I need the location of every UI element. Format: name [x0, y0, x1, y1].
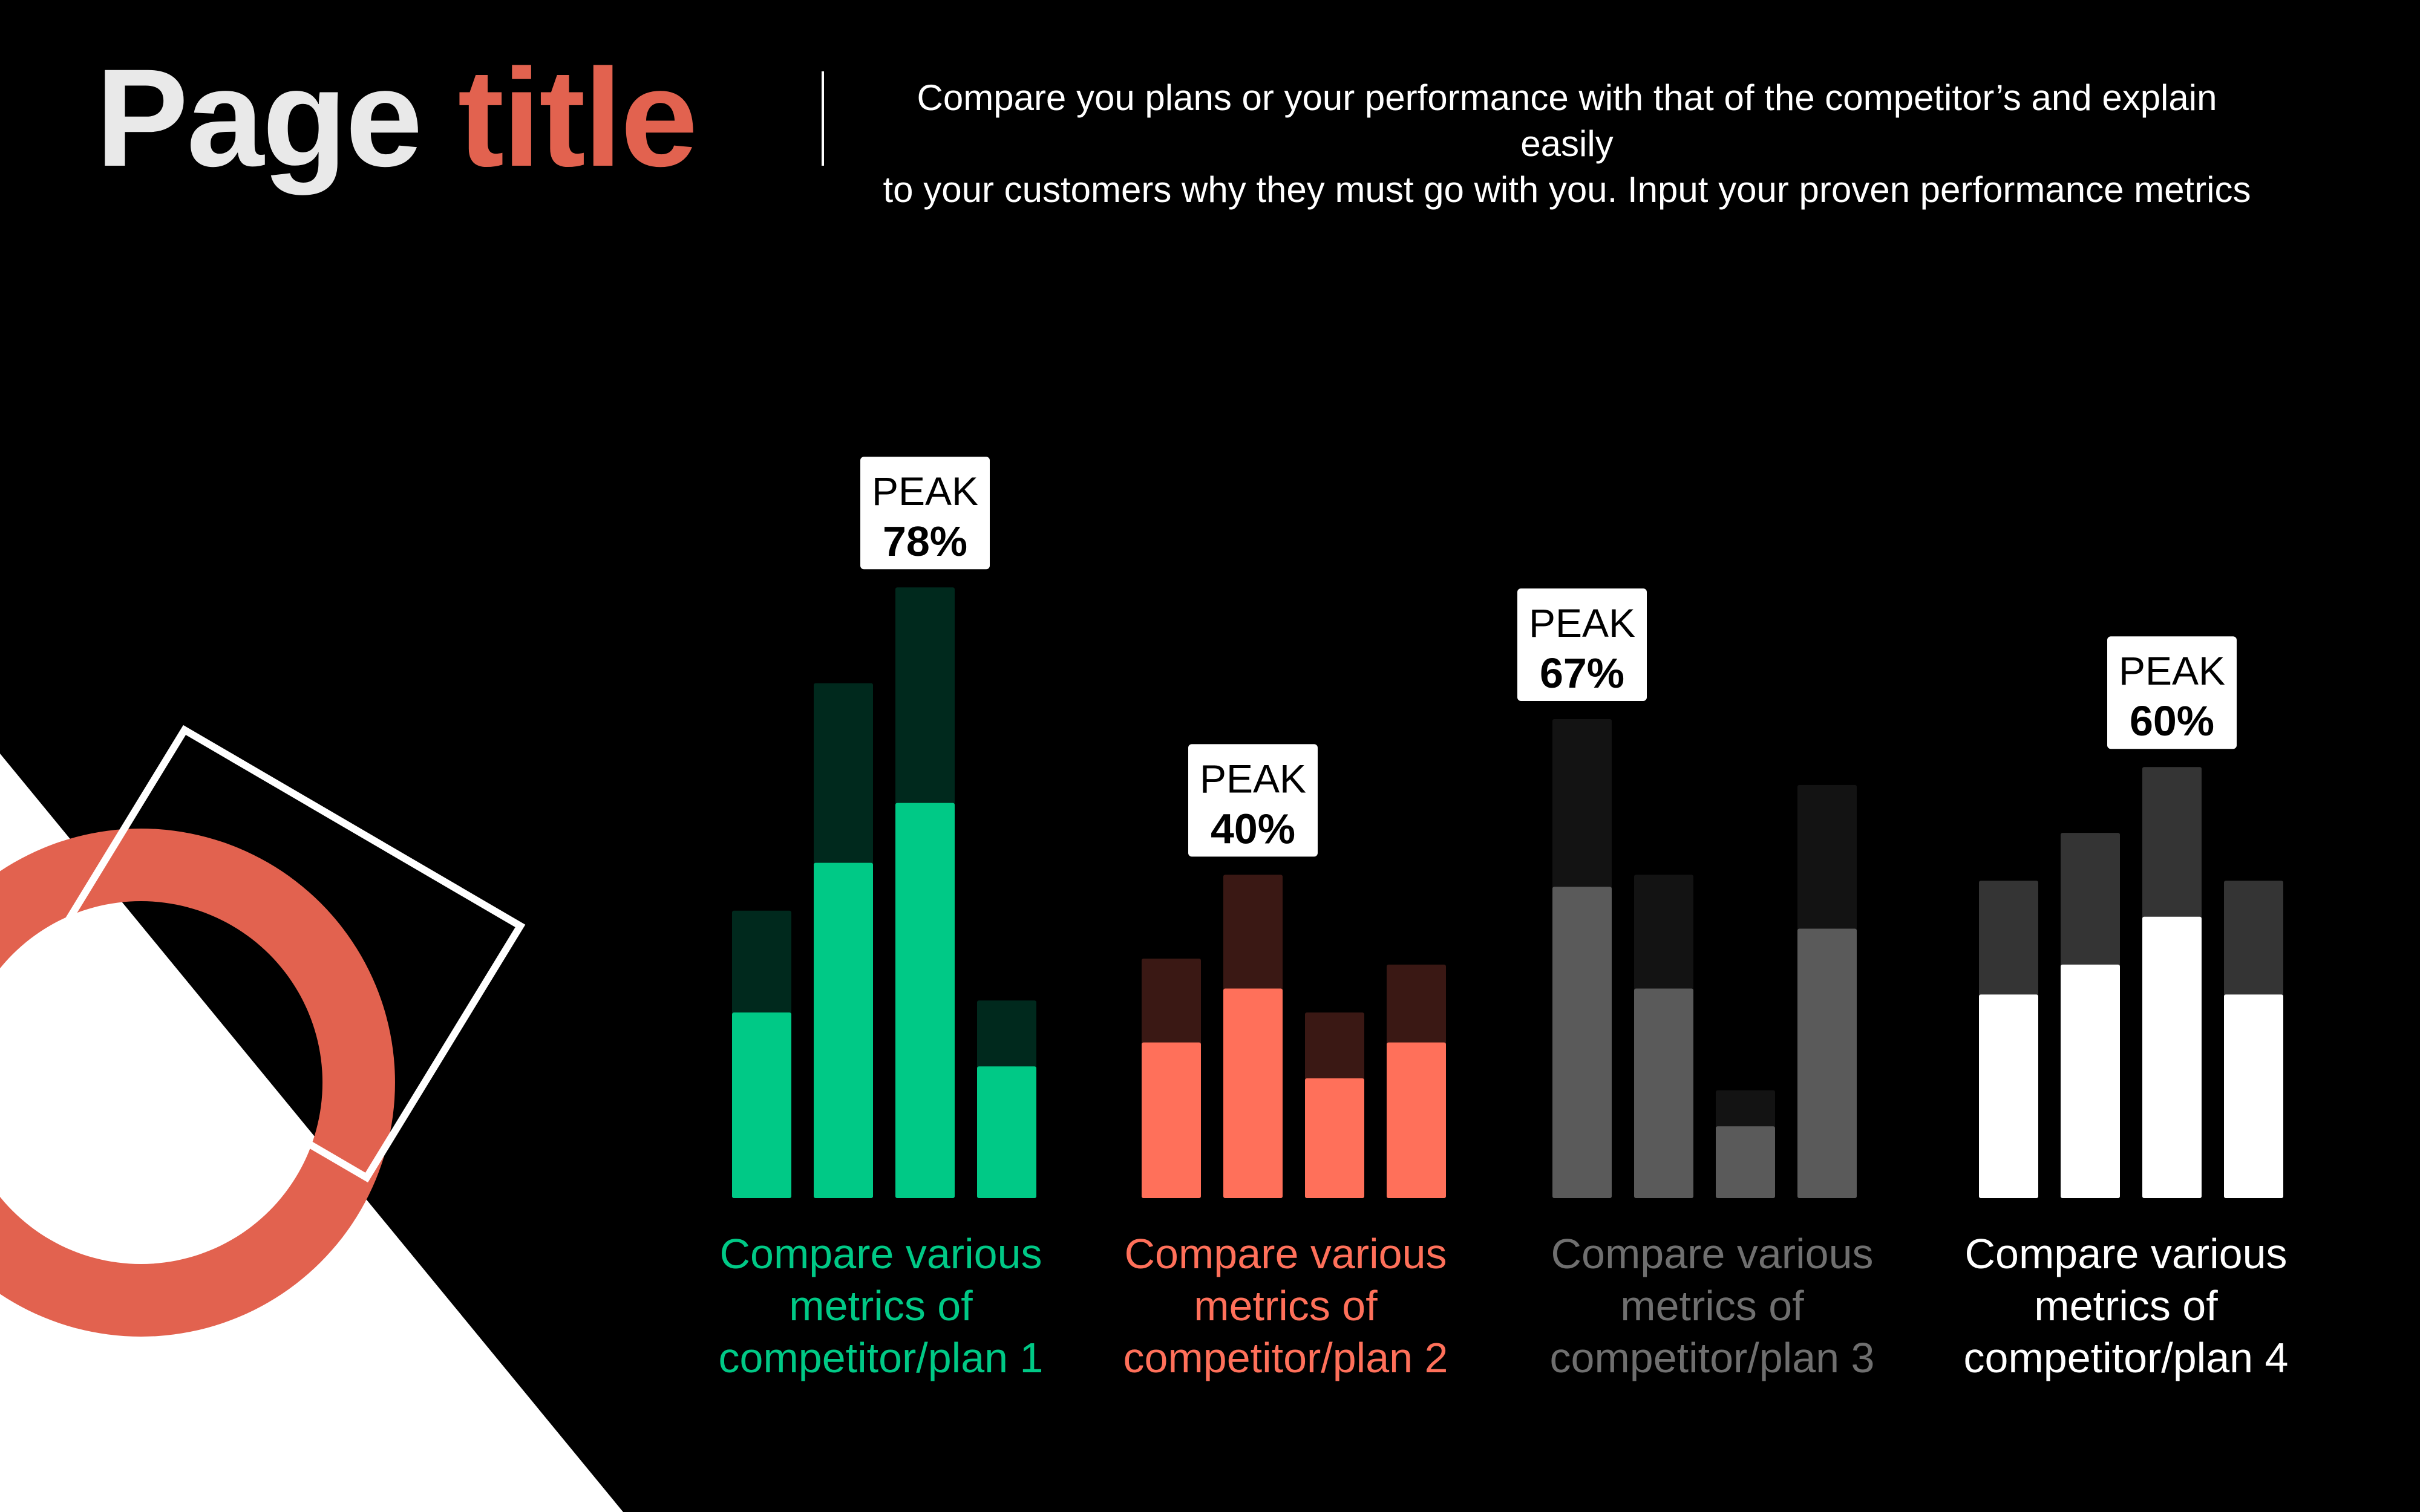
bar-value [1797, 928, 1857, 1198]
group-label-line: competitor/plan 4 [1963, 1334, 2289, 1381]
page-title-first-word: Page [96, 40, 423, 195]
group-label-line: metrics of [1194, 1282, 1378, 1329]
peak-callout-value: 78% [883, 518, 967, 565]
group-label-plan-2: Compare various metrics of competitor/pl… [1074, 1228, 1497, 1384]
peak-callout: PEAK 67% [1517, 588, 1647, 701]
bar-value [2224, 994, 2283, 1198]
bar-value [2142, 916, 2202, 1198]
peak-callout-value: 40% [1211, 805, 1295, 852]
bar-value [814, 862, 873, 1198]
bar-value [1142, 1042, 1201, 1198]
bar-group-3: PEAK 67% [1517, 588, 1857, 1198]
peak-callout-box [1188, 744, 1318, 857]
peak-callout-label: PEAK [2119, 648, 2225, 693]
bar-value [1552, 887, 1612, 1198]
coral-ring-shape [0, 829, 395, 1337]
bar-value [2061, 964, 2120, 1198]
bar-value [732, 1012, 791, 1198]
page-title: Page title [96, 48, 698, 187]
group-label-line: competitor/plan 3 [1549, 1334, 1875, 1381]
peak-callout-box [1517, 588, 1647, 701]
bar-value [1634, 988, 1693, 1198]
peak-callout-value: 60% [2130, 697, 2214, 745]
page-description: Compare you plans or your performance wi… [871, 75, 2263, 213]
group-label-line: metrics of [789, 1282, 973, 1329]
peak-callout-box [860, 457, 990, 570]
outlined-square-shape [25, 725, 526, 1183]
bar-value [1716, 1126, 1775, 1198]
bar-value [1305, 1078, 1364, 1198]
group-label-line: metrics of [2034, 1282, 2218, 1329]
description-line-2: to your customers why they must go with … [883, 169, 2251, 210]
group-label-line: competitor/plan 1 [718, 1334, 1044, 1381]
group-label-line: Compare various [1964, 1230, 2288, 1277]
group-label-line: competitor/plan 2 [1123, 1334, 1448, 1381]
bar-value [1223, 988, 1283, 1198]
group-label-plan-3: Compare various metrics of competitor/pl… [1500, 1228, 1924, 1384]
peak-callout-box [2107, 636, 2237, 749]
group-label-line: Compare various [719, 1230, 1042, 1277]
peak-callout-label: PEAK [1200, 756, 1306, 801]
description-line-1: Compare you plans or your performance wi… [917, 77, 2217, 164]
group-label-plan-4: Compare various metrics of competitor/pl… [1914, 1228, 2338, 1384]
peak-callout-label: PEAK [1529, 601, 1635, 645]
bar-value [977, 1066, 1036, 1198]
peak-callout-value: 67% [1540, 650, 1624, 697]
peak-callout: PEAK 78% [860, 457, 990, 570]
group-label-plan-1: Compare various metrics of competitor/pl… [669, 1228, 1093, 1384]
page-title-accent-word: title [457, 40, 698, 195]
peak-callout-label: PEAK [872, 469, 978, 513]
bar-value [1387, 1042, 1446, 1198]
bar-group-1: PEAK 78% [732, 457, 1036, 1198]
group-label-line: metrics of [1620, 1282, 1804, 1329]
title-divider [822, 71, 824, 166]
bar-value [895, 803, 955, 1198]
group-label-line: Compare various [1124, 1230, 1447, 1277]
group-label-line: Compare various [1551, 1230, 1874, 1277]
bar-value [1979, 994, 2038, 1198]
